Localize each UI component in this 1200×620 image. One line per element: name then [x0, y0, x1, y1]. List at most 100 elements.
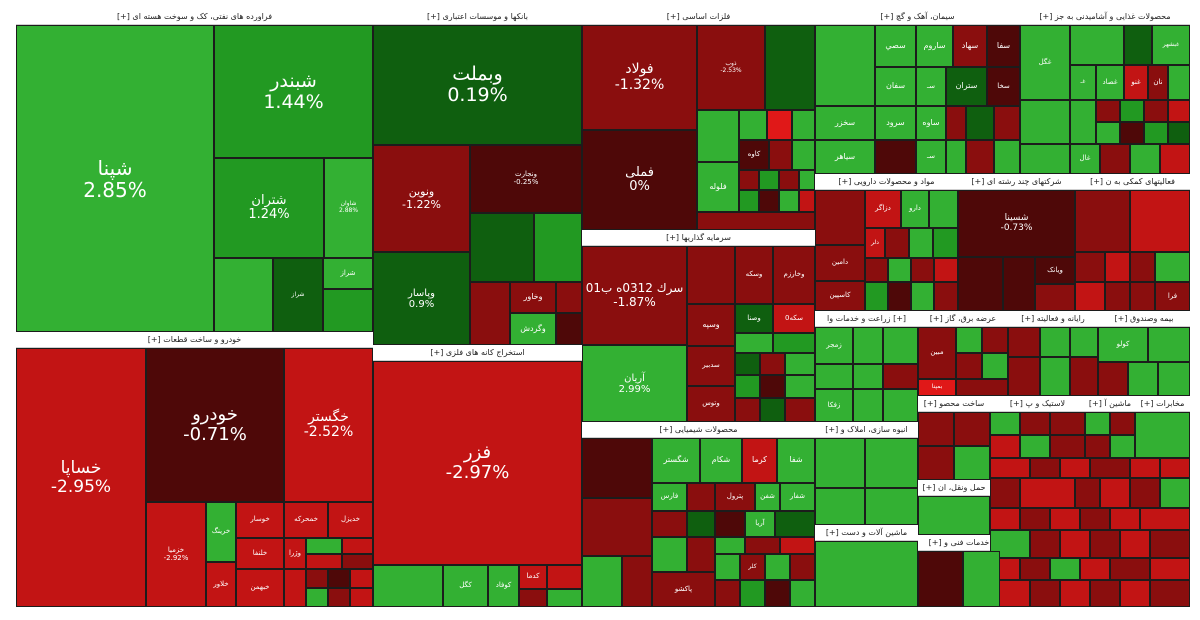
- stock-tile[interactable]: كرما: [742, 438, 777, 483]
- stock-tile[interactable]: [1070, 100, 1096, 144]
- stock-tile[interactable]: [1098, 362, 1128, 396]
- stock-tile[interactable]: [735, 375, 760, 398]
- stock-tile[interactable]: شفن: [755, 483, 780, 511]
- stock-tile[interactable]: وژرا: [284, 538, 306, 569]
- stock-tile[interactable]: [918, 496, 990, 535]
- stock-tile[interactable]: [687, 537, 715, 572]
- stock-tile[interactable]: [306, 569, 328, 588]
- stock-tile[interactable]: [1144, 100, 1168, 122]
- stock-tile[interactable]: [799, 190, 815, 212]
- stock-tile[interactable]: [934, 282, 958, 311]
- stock-tile[interactable]: فرا: [1155, 282, 1190, 311]
- stock-tile[interactable]: [323, 289, 373, 332]
- stock-tile[interactable]: [1148, 327, 1190, 362]
- stock-tile[interactable]: [994, 106, 1020, 140]
- stock-tile[interactable]: [1050, 558, 1080, 580]
- stock-tile[interactable]: شگستر: [652, 438, 700, 483]
- stock-tile[interactable]: [1144, 122, 1168, 144]
- stock-tile[interactable]: [1030, 580, 1060, 607]
- stock-tile[interactable]: [1085, 412, 1110, 435]
- stock-tile[interactable]: [982, 353, 1008, 379]
- stock-tile[interactable]: غصاد: [1096, 65, 1124, 100]
- stock-tile[interactable]: [765, 25, 815, 110]
- stock-tile[interactable]: [933, 228, 958, 258]
- stock-tile[interactable]: [954, 446, 990, 480]
- stock-tile[interactable]: کگل: [443, 565, 488, 607]
- stock-tile[interactable]: [1100, 478, 1130, 508]
- stock-tile[interactable]: [946, 140, 966, 174]
- sector-header[interactable]: ساخت محصو [+]: [918, 396, 990, 412]
- stock-tile[interactable]: فولاد -1.32%: [582, 25, 697, 130]
- stock-tile[interactable]: [1128, 362, 1158, 396]
- stock-tile[interactable]: [765, 580, 790, 607]
- stock-tile[interactable]: وتوس: [687, 386, 735, 422]
- stock-tile[interactable]: آریا: [745, 511, 775, 537]
- stock-tile[interactable]: وصنا: [735, 304, 773, 333]
- stock-tile[interactable]: [883, 364, 918, 389]
- stock-tile[interactable]: [1120, 580, 1150, 607]
- stock-tile[interactable]: [865, 258, 888, 282]
- stock-tile[interactable]: [759, 190, 779, 212]
- stock-tile[interactable]: خبهمن: [236, 569, 284, 607]
- sector-header[interactable]: حمل ونقل، ان [+]: [918, 480, 990, 496]
- stock-tile[interactable]: [1020, 435, 1050, 458]
- stock-tile[interactable]: کاسپین: [815, 281, 865, 311]
- stock-tile[interactable]: شسینا -0.73%: [958, 190, 1075, 257]
- stock-tile[interactable]: [888, 258, 911, 282]
- stock-tile[interactable]: [1160, 144, 1190, 174]
- stock-tile[interactable]: [1150, 558, 1190, 580]
- sector-header[interactable]: انبوه سازی، املاک و [+]: [815, 422, 918, 438]
- stock-tile[interactable]: [1020, 144, 1070, 174]
- sector-header[interactable]: عرضه برق، گاز [+]: [918, 311, 1008, 327]
- stock-tile[interactable]: زمجر: [815, 327, 853, 364]
- stock-tile[interactable]: وسكه: [735, 246, 773, 304]
- sector-header[interactable]: فلزات اساسی [+]: [582, 9, 815, 25]
- stock-tile[interactable]: [911, 282, 934, 311]
- stock-tile[interactable]: [1075, 478, 1100, 508]
- sector-header[interactable]: محصولات غذایی و آشامیدنی به جز [+]: [1020, 9, 1190, 25]
- stock-tile[interactable]: [1085, 435, 1110, 458]
- stock-tile[interactable]: غبشهر: [1152, 25, 1190, 65]
- stock-tile[interactable]: [687, 511, 715, 537]
- stock-tile[interactable]: [1008, 357, 1040, 396]
- stock-tile[interactable]: زفکا: [815, 389, 853, 422]
- sector-header[interactable]: لاستیک و پ [+]: [990, 396, 1085, 412]
- stock-tile[interactable]: [735, 333, 773, 353]
- stock-tile[interactable]: [934, 258, 958, 282]
- stock-tile[interactable]: [547, 589, 582, 607]
- stock-tile[interactable]: [1120, 100, 1144, 122]
- sector-header[interactable]: سیمان، آهک و گچ [+]: [815, 9, 1020, 25]
- stock-tile[interactable]: [687, 246, 735, 304]
- stock-tile[interactable]: [1130, 478, 1160, 508]
- stock-tile[interactable]: [687, 483, 715, 511]
- sector-header[interactable]: بیمه وصندوق [+]: [1098, 311, 1190, 327]
- sector-header[interactable]: محصولات شیمیایی [+]: [582, 422, 815, 438]
- stock-tile[interactable]: [735, 398, 760, 422]
- stock-tile[interactable]: [582, 438, 652, 498]
- stock-tile[interactable]: غگل: [1020, 25, 1070, 100]
- stock-tile[interactable]: [760, 398, 785, 422]
- stock-tile[interactable]: [739, 170, 759, 190]
- stock-tile[interactable]: [470, 213, 534, 282]
- stock-tile[interactable]: ویانک: [1035, 257, 1075, 284]
- stock-tile[interactable]: [1130, 458, 1160, 478]
- sector-header[interactable]: خدمات فنی و [+]: [918, 535, 1000, 551]
- stock-tile[interactable]: [994, 140, 1020, 174]
- stock-tile[interactable]: [715, 580, 740, 607]
- stock-tile[interactable]: [765, 554, 790, 580]
- sector-header[interactable]: سرمایه گذاریها [+]: [582, 230, 815, 246]
- stock-tile[interactable]: [918, 412, 954, 446]
- stock-tile[interactable]: [1070, 357, 1098, 396]
- stock-tile[interactable]: [1020, 558, 1050, 580]
- sector-header[interactable]: [+] زراعت و خدمات وا: [815, 311, 918, 327]
- stock-tile[interactable]: [1120, 530, 1150, 558]
- stock-tile[interactable]: [1020, 478, 1075, 508]
- stock-tile[interactable]: [1030, 530, 1060, 558]
- stock-tile[interactable]: خگستر -2.52%: [284, 348, 373, 502]
- stock-tile[interactable]: [306, 538, 342, 554]
- stock-tile[interactable]: سفا: [987, 25, 1020, 67]
- stock-tile[interactable]: فملی 0%: [582, 130, 697, 230]
- stock-tile[interactable]: [929, 190, 958, 228]
- stock-tile[interactable]: سرود: [875, 106, 916, 140]
- stock-tile[interactable]: [1160, 478, 1190, 508]
